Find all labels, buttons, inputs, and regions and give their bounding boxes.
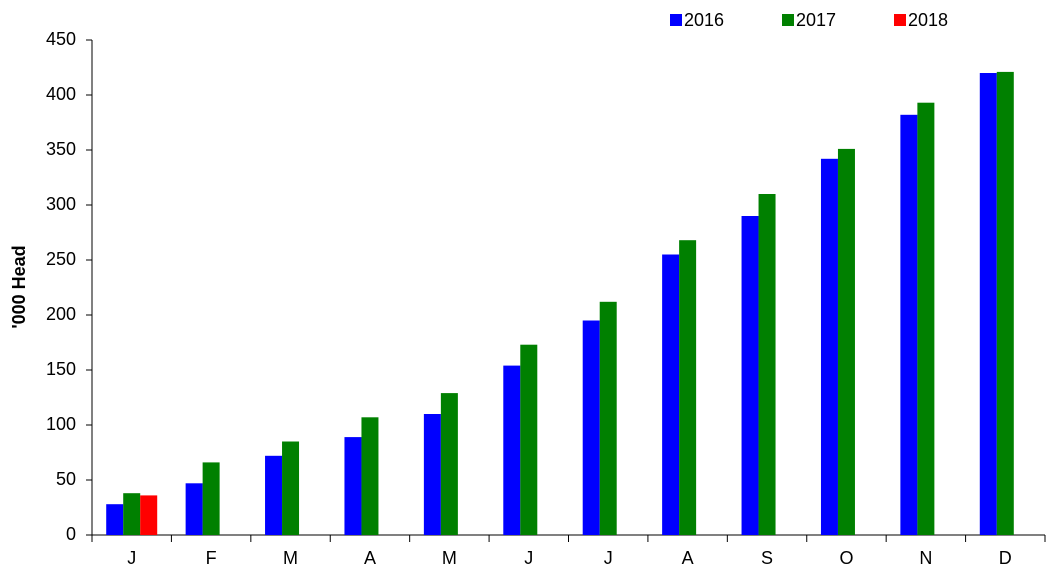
bar	[837, 148, 855, 535]
legend-swatch	[894, 14, 906, 26]
bar	[423, 414, 441, 535]
y-tick-label: 50	[56, 469, 76, 489]
bar	[503, 365, 521, 535]
x-tick-label: J	[524, 548, 533, 568]
legend-label: 2018	[908, 10, 948, 30]
y-tick-label: 400	[46, 84, 76, 104]
y-tick-label: 350	[46, 139, 76, 159]
x-tick-label: S	[761, 548, 773, 568]
bar	[599, 301, 617, 535]
bar	[185, 483, 203, 535]
bar	[265, 455, 283, 535]
bar	[820, 158, 838, 536]
y-tick-label: 0	[66, 524, 76, 544]
y-axis-label: '000 Head	[9, 245, 29, 328]
bar	[440, 393, 458, 535]
bar	[996, 71, 1014, 536]
y-tick-label: 100	[46, 414, 76, 434]
x-tick-label: J	[604, 548, 613, 568]
x-tick-label: O	[839, 548, 853, 568]
y-tick-label: 450	[46, 29, 76, 49]
bar	[900, 114, 918, 536]
y-tick-label: 200	[46, 304, 76, 324]
bar	[662, 254, 680, 535]
bar	[361, 417, 379, 535]
bar	[106, 504, 124, 535]
bar	[979, 73, 997, 535]
bar	[520, 344, 538, 535]
legend-swatch	[670, 14, 682, 26]
legend-swatch	[782, 14, 794, 26]
y-tick-label: 250	[46, 249, 76, 269]
x-tick-label: M	[442, 548, 457, 568]
y-tick-label: 300	[46, 194, 76, 214]
x-tick-label: F	[206, 548, 217, 568]
y-tick-label: 150	[46, 359, 76, 379]
bar	[741, 216, 759, 535]
x-tick-label: D	[999, 548, 1012, 568]
legend-label: 2017	[796, 10, 836, 30]
bar	[582, 320, 600, 535]
x-tick-label: M	[283, 548, 298, 568]
x-tick-label: A	[364, 548, 376, 568]
legend-label: 2016	[684, 10, 724, 30]
bar	[123, 493, 141, 535]
bar	[758, 194, 776, 535]
bar	[140, 495, 158, 535]
bar	[202, 462, 220, 535]
bar	[344, 437, 362, 535]
x-tick-label: J	[127, 548, 136, 568]
bar	[679, 240, 697, 535]
bar	[917, 102, 935, 535]
bar	[282, 441, 300, 535]
x-tick-label: A	[682, 548, 694, 568]
x-tick-label: N	[919, 548, 932, 568]
